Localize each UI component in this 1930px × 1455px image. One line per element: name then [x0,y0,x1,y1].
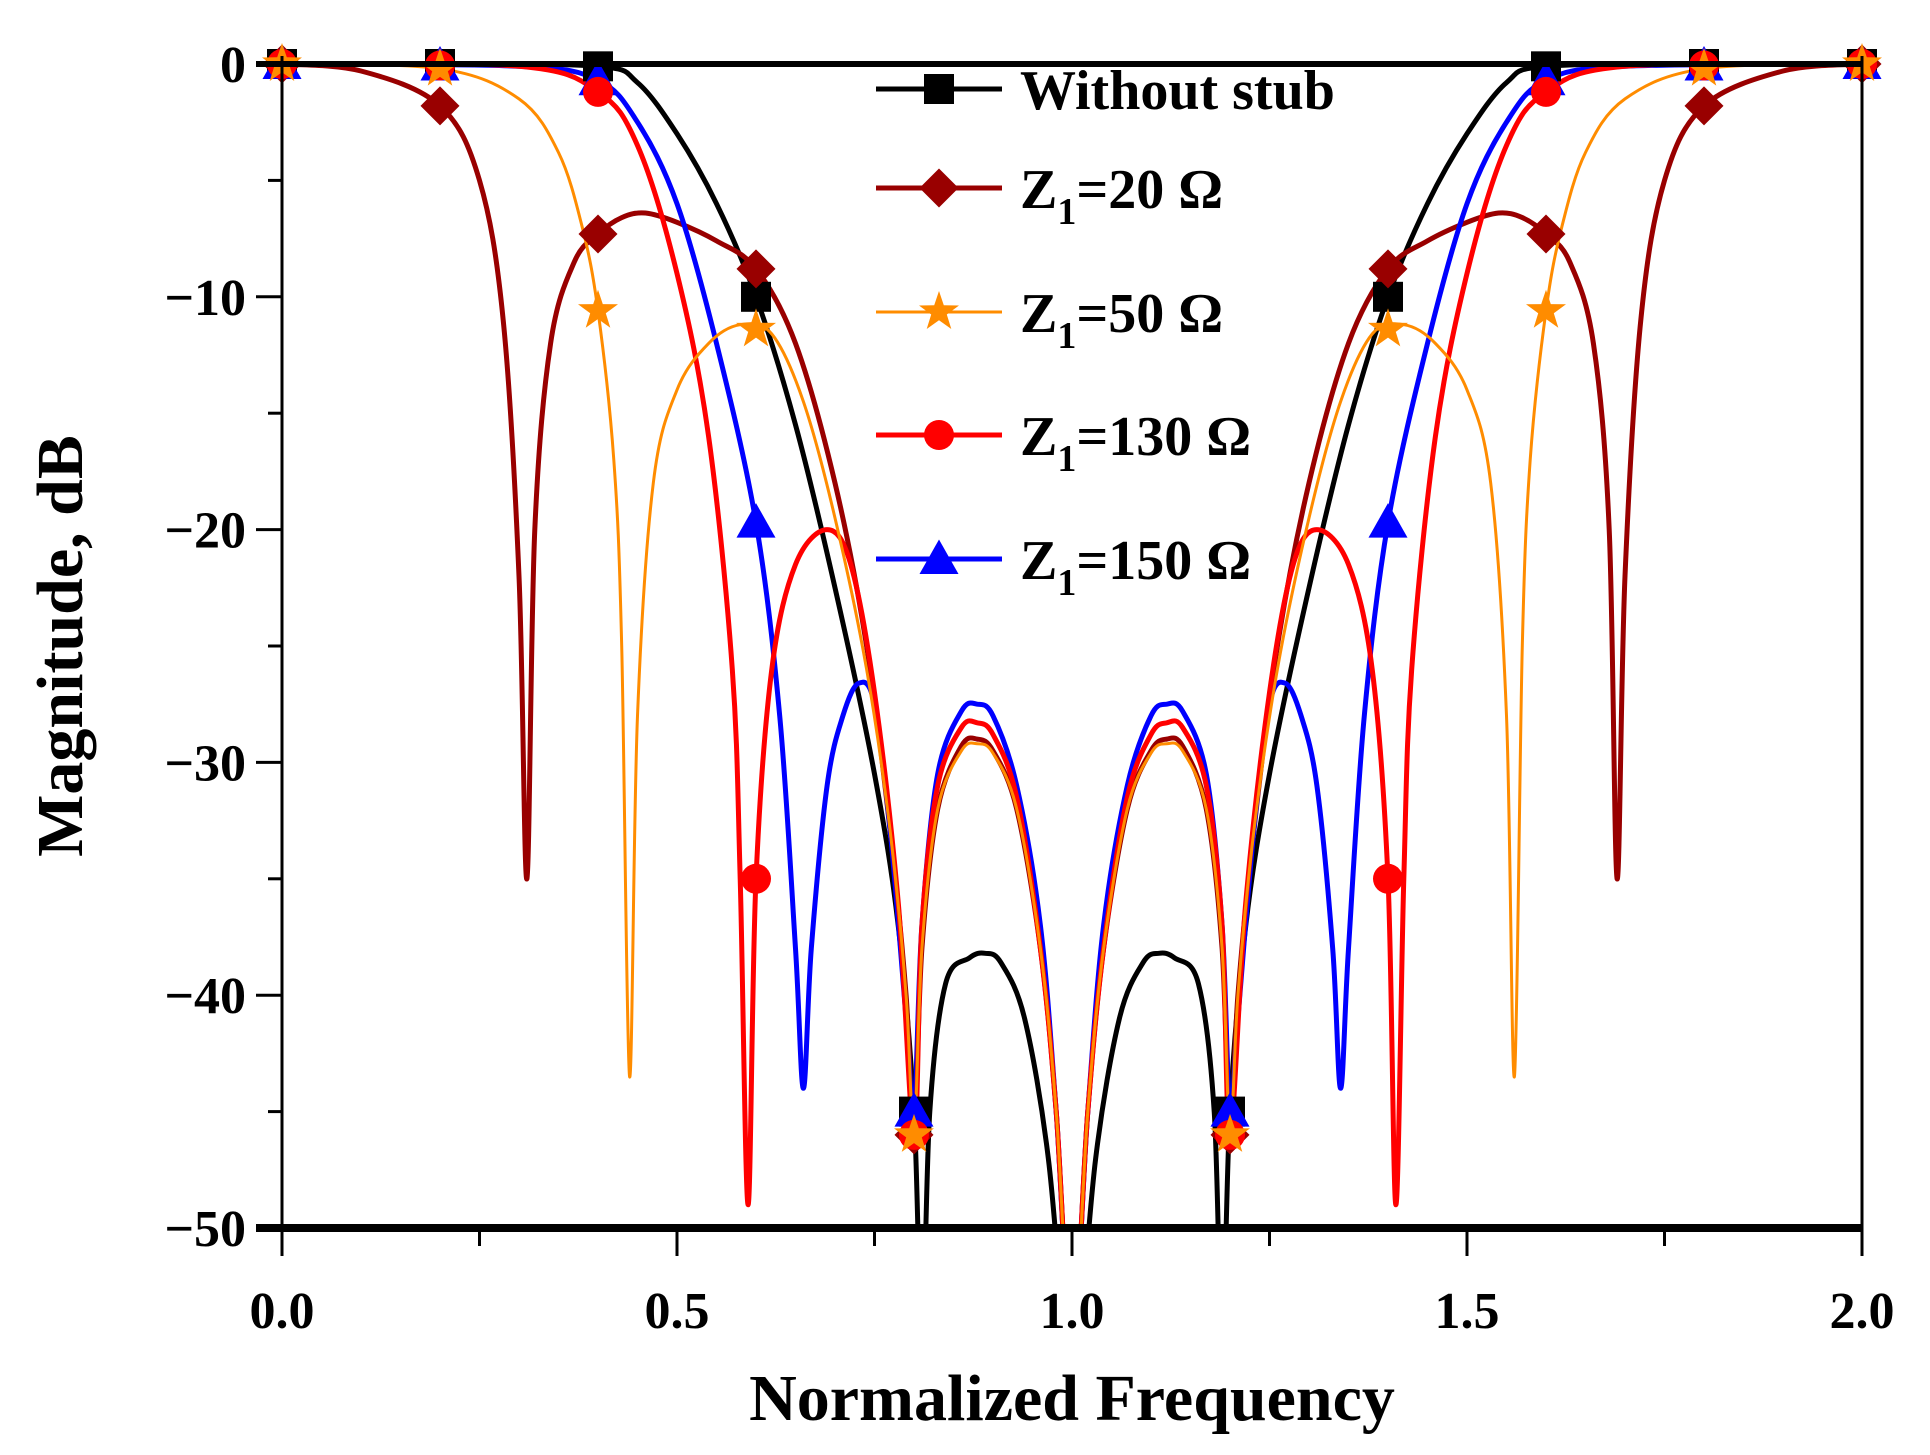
legend-item: Z1=20 Ω [876,159,1223,233]
x-tick-label: 0.0 [250,1283,315,1340]
data-point-marker [1531,76,1561,107]
legend-label: Z1=50 Ω [1020,283,1223,357]
data-point-marker [1373,863,1403,894]
y-tick-label: −10 [164,270,246,327]
data-point-marker [1368,503,1408,538]
data-point-marker [894,1092,934,1127]
series-layer [282,61,1863,1230]
x-axis-title: Normalized Frequency [749,1362,1395,1435]
x-tick-label: 2.0 [1830,1283,1895,1340]
data-point-marker [894,1113,934,1152]
series-line-3 [282,61,1863,1230]
data-point-marker [1368,308,1408,347]
data-point-marker [736,503,776,538]
data-point-marker [1368,249,1408,289]
y-tick-label: −40 [164,968,246,1025]
legend-item: Z1=130 Ω [876,406,1251,480]
data-point-marker [578,289,618,328]
x-tick-label: 1.5 [1435,1283,1500,1340]
x-tick-label: 1.0 [1040,1283,1105,1340]
series-line-1 [282,61,1863,1230]
legend-marker [919,539,959,574]
legend-marker [924,420,954,450]
y-tick-label: −50 [164,1201,246,1258]
x-tick-label: 0.5 [645,1283,710,1340]
series-line-2 [282,62,1863,1230]
y-tick-label: −20 [164,503,246,560]
legend-label: Z1=150 Ω [1020,530,1251,604]
series-line-4 [282,61,1863,1230]
tick-labels: 0 −10 −20 −30 −40 −500.0 0.5 1.0 1.5 2.0 [164,37,1894,1340]
data-point-marker [420,86,460,126]
legend-item: Z1=150 Ω [876,530,1251,604]
data-point-marker [1210,1092,1250,1127]
legend-item: Z1=50 Ω [876,283,1223,357]
legend-label: Z1=130 Ω [1020,406,1251,480]
legend-marker [924,74,954,104]
data-point-marker [583,76,613,107]
y-tick-label: −30 [164,735,246,792]
legend-label: Z1=20 Ω [1020,159,1223,233]
legend-marker [919,291,959,329]
data-point-marker [1526,289,1566,328]
axes [256,56,1864,1256]
legend-label: Without stub [1020,60,1335,122]
data-point-marker [1526,214,1566,254]
data-point-marker [736,249,776,289]
data-point-marker [741,863,771,894]
y-tick-label: 0 [220,37,246,94]
legend-item: Without stub [876,60,1335,122]
data-point-marker [1210,1113,1250,1152]
legend: Without stub Z1=20 Ω Z1=50 Ω Z1=130 Ω Z1=150… [876,60,1335,604]
y-axis-title: Magnitude, dB [24,435,97,857]
legend-marker [919,168,959,208]
data-point-marker [736,308,776,347]
data-point-marker [1684,86,1724,126]
data-point-marker [578,214,618,254]
series-line-0 [282,61,1863,1230]
